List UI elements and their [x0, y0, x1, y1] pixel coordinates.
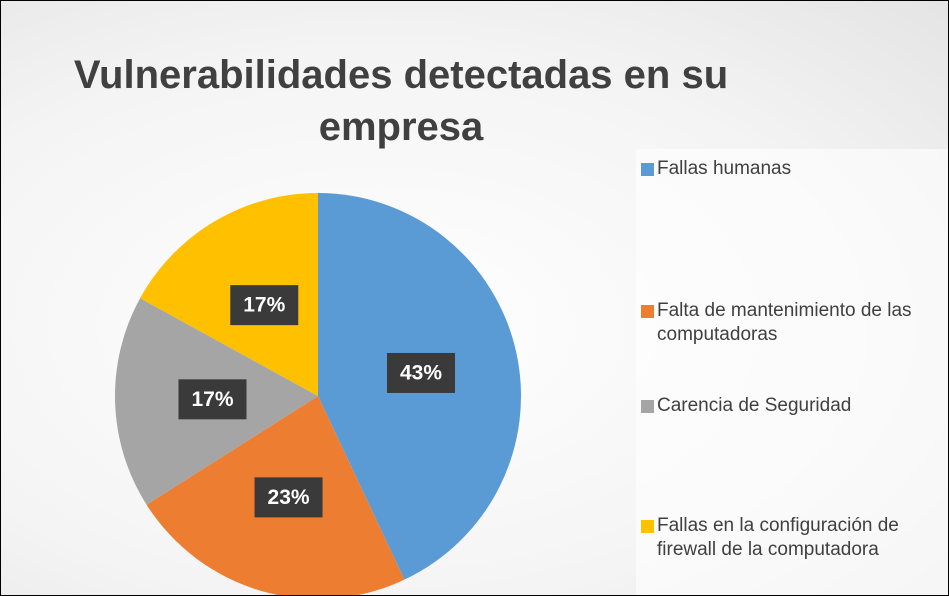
legend-item: Carencia de Seguridad [641, 394, 948, 418]
data-label-box [387, 352, 456, 393]
legend-label: Fallas humanas [657, 158, 792, 179]
legend-swatch [641, 305, 654, 318]
legend-item: Fallas humanas [641, 157, 948, 181]
data-label-box [178, 379, 247, 420]
legend-swatch [641, 400, 654, 413]
legend-label: Fallas en la configuración de firewall d… [657, 515, 899, 560]
data-label-box [230, 285, 299, 326]
legend-item: Fallas en la configuración de firewall d… [641, 514, 948, 562]
legend-label: Carencia de Seguridad [657, 395, 852, 416]
data-label: 23% [268, 486, 310, 509]
legend-swatch [641, 520, 654, 533]
legend: Fallas humanas Falta de mantenimiento de … [636, 149, 948, 595]
legend-item: Falta de mantenimiento de las computador… [641, 299, 948, 347]
pie: 43% 23% 17% 17% [115, 193, 521, 595]
data-label: 17% [243, 294, 285, 317]
legend-label: Falta de mantenimiento de las computador… [657, 300, 912, 345]
data-label-box [254, 477, 323, 518]
pie-slice [140, 193, 318, 396]
chart-title: Vulnerabilidades detectadas en su empres… [73, 53, 729, 149]
legend-swatch [641, 163, 654, 176]
data-label: 17% [191, 388, 233, 411]
data-label: 43% [400, 362, 442, 385]
